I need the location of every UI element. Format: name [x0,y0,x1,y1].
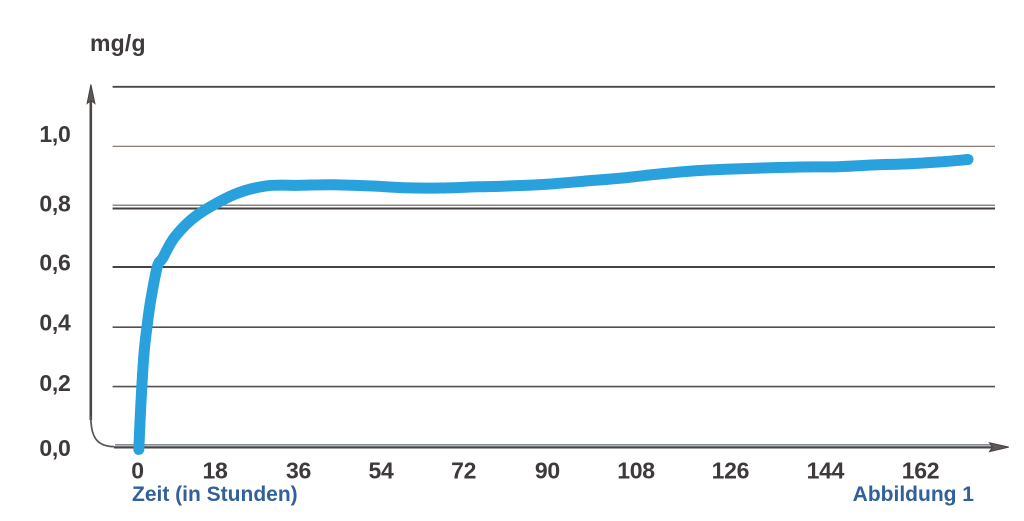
x-tick-label-18: 18 [203,458,228,484]
figure-caption: Abbildung 1 [852,483,974,506]
x-tick-label-0: 0 [131,458,144,484]
x-tick-label-144: 144 [807,458,845,484]
y-tick-label-0-8: 0,8 [39,191,71,217]
y-tick-label-0-2: 0,2 [39,370,70,396]
x-tick-label-162: 162 [902,458,939,484]
y-tick-label-0-0: 0,0 [39,435,70,461]
x-tick-label-36: 36 [286,458,311,484]
x-axis-title: Zeit (in Stunden) [132,483,298,506]
x-axis-arrowhead [988,442,1009,453]
x-tick-label-72: 72 [451,458,476,484]
x-tick-label-90: 90 [535,458,560,484]
axis-corner-arc [89,415,115,448]
data-curve [133,154,974,455]
y-tick-label-0-6: 0,6 [39,250,70,276]
y-tick-label-1-0: 1,0 [39,121,70,147]
y-tick-label-0-4: 0,4 [39,310,71,336]
x-tick-label-108: 108 [617,458,655,484]
y-axis-unit-label: mg/g [90,30,146,56]
x-tick-label-126: 126 [712,458,749,484]
y-axis-arrowhead [86,84,96,105]
x-tick-label-54: 54 [369,458,394,484]
